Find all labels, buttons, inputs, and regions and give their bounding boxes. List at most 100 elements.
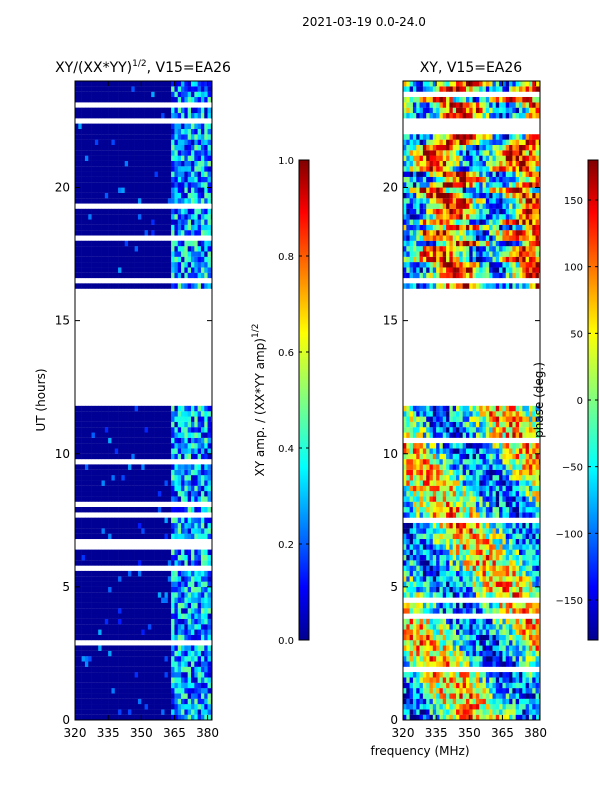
heatmap-cell bbox=[154, 709, 159, 715]
heatmap-cell bbox=[174, 246, 179, 252]
heatmap-cell bbox=[167, 123, 172, 130]
heatmap-cell bbox=[147, 597, 152, 603]
heatmap-cell bbox=[207, 618, 212, 625]
heatmap-cell bbox=[108, 405, 112, 412]
heatmap-cell bbox=[210, 176, 212, 183]
heatmap-cell bbox=[449, 688, 454, 694]
heatmap-cell bbox=[164, 219, 169, 225]
heatmap-cell bbox=[167, 682, 172, 689]
heatmap-cell bbox=[131, 650, 135, 657]
heatmap-cell bbox=[475, 581, 480, 587]
heatmap-cell bbox=[184, 554, 188, 561]
heatmap-cell bbox=[157, 693, 162, 699]
heatmap-cell bbox=[174, 272, 179, 279]
heatmap-cell bbox=[101, 613, 106, 619]
heatmap-cell bbox=[104, 416, 109, 422]
heatmap-cell bbox=[432, 698, 437, 705]
heatmap-cell bbox=[94, 448, 99, 454]
heatmap-cell bbox=[151, 581, 155, 587]
heatmap-cell bbox=[502, 645, 507, 651]
heatmap-cell bbox=[161, 554, 165, 561]
heatmap-cell bbox=[78, 134, 82, 140]
heatmap-cell bbox=[164, 645, 169, 651]
heatmap-cell bbox=[88, 475, 92, 481]
heatmap-cell bbox=[204, 453, 208, 460]
heatmap-cell bbox=[101, 416, 106, 422]
heatmap-cell bbox=[469, 544, 473, 550]
heatmap-cell bbox=[475, 629, 480, 635]
heatmap-cell bbox=[108, 549, 112, 556]
heatmap-cell bbox=[118, 150, 122, 156]
heatmap-cell bbox=[187, 522, 192, 529]
heatmap-cell bbox=[151, 139, 155, 145]
heatmap-cell bbox=[416, 608, 420, 614]
heatmap-cell bbox=[94, 86, 99, 92]
heatmap-cell bbox=[137, 528, 142, 534]
heatmap-cell bbox=[94, 128, 99, 135]
heatmap-cell bbox=[134, 661, 139, 667]
heatmap-cell bbox=[191, 661, 195, 667]
heatmap-cell bbox=[81, 602, 86, 609]
heatmap-cell bbox=[492, 608, 497, 614]
heatmap-cell bbox=[104, 554, 109, 561]
heatmap-cell bbox=[88, 688, 92, 694]
heatmap-cell bbox=[134, 448, 139, 454]
heatmap-cell bbox=[525, 650, 530, 657]
heatmap-cell bbox=[81, 421, 86, 428]
heatmap-cell bbox=[164, 517, 169, 524]
heatmap-cell bbox=[88, 522, 92, 529]
heatmap-cell bbox=[406, 688, 410, 694]
heatmap-cell bbox=[104, 198, 109, 204]
heatmap-cell bbox=[499, 538, 503, 545]
heatmap-cell bbox=[200, 507, 205, 513]
heatmap-cell bbox=[403, 533, 407, 540]
heatmap-cell bbox=[419, 538, 424, 545]
heatmap-cell bbox=[197, 688, 202, 694]
heatmap-cell bbox=[416, 677, 420, 683]
heatmap-cell bbox=[432, 570, 437, 577]
heatmap-cell bbox=[147, 491, 152, 497]
heatmap-cell bbox=[429, 576, 434, 582]
heatmap-cell bbox=[412, 677, 417, 683]
heatmap-cell bbox=[187, 469, 192, 476]
heatmap-cell bbox=[422, 634, 427, 641]
heatmap-cell bbox=[81, 661, 86, 667]
heatmap-cell bbox=[419, 592, 424, 598]
heatmap-cell bbox=[124, 219, 129, 225]
heatmap-cell bbox=[75, 448, 79, 454]
heatmap-cell bbox=[137, 464, 142, 470]
heatmap-cell bbox=[207, 208, 212, 215]
heatmap-cell bbox=[164, 432, 169, 438]
heatmap-cell bbox=[114, 448, 119, 454]
heatmap-cell bbox=[177, 411, 182, 417]
heatmap-cell bbox=[171, 262, 175, 268]
heatmap-cell bbox=[84, 688, 89, 694]
heatmap-cell bbox=[499, 565, 503, 571]
heatmap-cell bbox=[84, 405, 89, 412]
heatmap-cell bbox=[499, 682, 503, 689]
heatmap-cell bbox=[154, 480, 159, 486]
heatmap-cell bbox=[409, 672, 414, 678]
heatmap-cell bbox=[108, 576, 112, 582]
heatmap-cell bbox=[426, 650, 430, 657]
heatmap-cell bbox=[191, 522, 195, 529]
heatmap-cell bbox=[118, 411, 122, 417]
heatmap-cell bbox=[207, 272, 212, 279]
heatmap-cell bbox=[98, 592, 102, 598]
heatmap-cell bbox=[121, 704, 126, 710]
heatmap-cell bbox=[432, 560, 437, 566]
heatmap-cell bbox=[118, 192, 122, 199]
heatmap-cell bbox=[406, 656, 410, 662]
heatmap-cell bbox=[403, 576, 407, 582]
heatmap-cell bbox=[449, 650, 454, 657]
heatmap-cell bbox=[204, 522, 208, 529]
heatmap-cell bbox=[75, 522, 79, 529]
heatmap-cell bbox=[137, 469, 142, 476]
heatmap-cell bbox=[101, 533, 106, 540]
heatmap-cell bbox=[108, 656, 112, 662]
heatmap-cell bbox=[134, 144, 139, 151]
heatmap-cell bbox=[184, 208, 188, 215]
heatmap-cell bbox=[91, 176, 96, 183]
heatmap-cell bbox=[104, 693, 109, 699]
heatmap-cell bbox=[134, 208, 139, 215]
